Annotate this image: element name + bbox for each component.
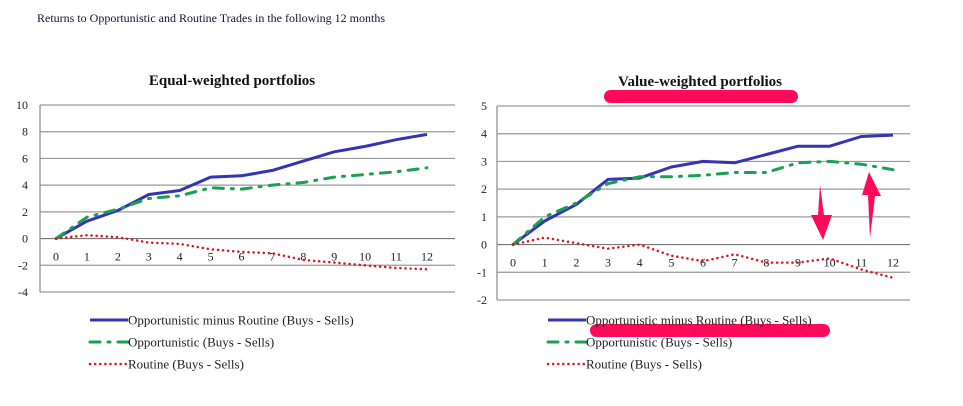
y-tick-label: 0 xyxy=(481,238,487,252)
legend-label: Opportunistic minus Routine (Buys - Sell… xyxy=(586,313,812,328)
x-tick-label: 0 xyxy=(510,256,516,270)
x-tick-label: 5 xyxy=(668,256,674,270)
arrow-up-icon xyxy=(862,172,881,238)
x-tick-label: 12 xyxy=(887,256,899,270)
chart-title: Equal-weighted portfolios xyxy=(149,73,315,89)
y-tick-label: 3 xyxy=(481,154,487,168)
series-line xyxy=(511,159,895,247)
x-tick-label: 2 xyxy=(573,256,579,270)
title-highlight xyxy=(604,90,798,103)
legend-label: Opportunistic (Buys - Sells) xyxy=(586,335,732,350)
x-tick-label: 10 xyxy=(359,250,371,264)
y-tick-label: 5 xyxy=(481,99,487,113)
legend-label: Opportunistic minus Routine (Buys - Sell… xyxy=(128,313,354,328)
x-tick-label: 10 xyxy=(824,256,836,270)
y-tick-label: -2 xyxy=(18,258,28,272)
x-tick-label: 1 xyxy=(542,256,548,270)
y-tick-label: 2 xyxy=(22,205,28,219)
x-tick-label: 0 xyxy=(53,250,59,264)
page-title: Returns to Opportunistic and Routine Tra… xyxy=(37,11,385,25)
y-tick-label: -4 xyxy=(18,285,28,299)
series-line xyxy=(512,133,894,246)
chart-title: Value-weighted portfolios xyxy=(618,74,782,90)
series-line xyxy=(54,233,429,271)
y-tick-label: 0 xyxy=(22,232,28,246)
series-line xyxy=(511,236,895,280)
arrow-down-icon xyxy=(811,185,832,240)
legend-label: Opportunistic (Buys - Sells) xyxy=(128,335,274,350)
legend-label: Routine (Buys - Sells) xyxy=(586,357,702,372)
x-tick-label: 7 xyxy=(269,250,275,264)
x-tick-label: 3 xyxy=(605,256,611,270)
y-tick-label: 10 xyxy=(16,98,28,112)
y-tick-label: -2 xyxy=(477,293,487,307)
x-tick-label: 12 xyxy=(421,250,433,264)
series-line xyxy=(54,166,429,241)
y-tick-label: 4 xyxy=(22,178,28,192)
y-tick-label: 2 xyxy=(481,182,487,196)
y-tick-label: 4 xyxy=(481,127,487,141)
y-tick-label: -1 xyxy=(477,265,487,279)
x-tick-label: 11 xyxy=(856,256,868,270)
x-tick-label: 3 xyxy=(146,250,152,264)
x-tick-label: 1 xyxy=(84,250,90,264)
x-tick-label: 9 xyxy=(331,250,337,264)
x-tick-label: 7 xyxy=(732,256,738,270)
x-tick-label: 11 xyxy=(390,250,402,264)
x-tick-label: 5 xyxy=(208,250,214,264)
x-tick-label: 4 xyxy=(177,250,183,264)
x-tick-label: 6 xyxy=(700,256,706,270)
legend-label: Routine (Buys - Sells) xyxy=(128,357,244,372)
x-tick-label: 6 xyxy=(239,250,245,264)
y-tick-label: 8 xyxy=(22,125,28,139)
y-tick-label: 6 xyxy=(22,151,28,165)
legend-highlight xyxy=(590,324,830,337)
y-tick-label: 1 xyxy=(481,210,487,224)
x-tick-label: 8 xyxy=(300,250,306,264)
x-tick-label: 4 xyxy=(637,256,643,270)
x-tick-label: 2 xyxy=(115,250,121,264)
series-line xyxy=(55,132,428,240)
